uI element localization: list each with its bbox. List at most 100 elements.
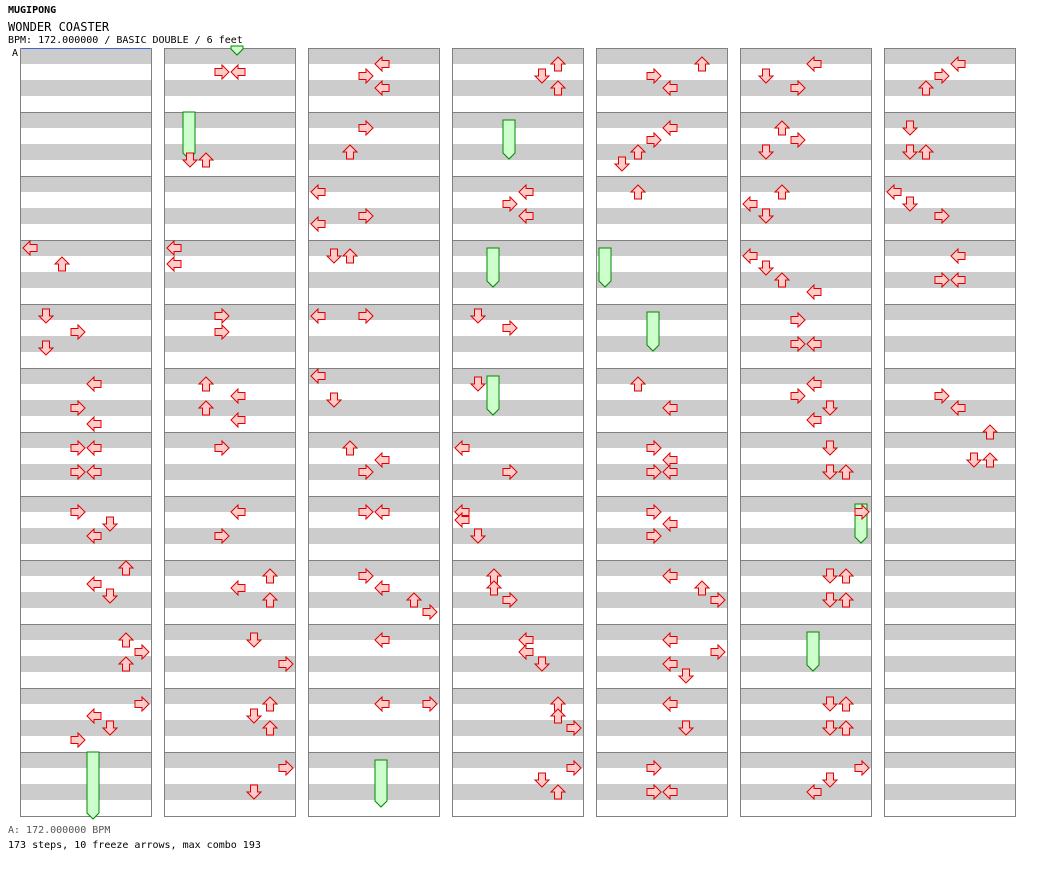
artist-name: MUGIPONG	[8, 5, 57, 16]
beat-stripe	[452, 624, 584, 640]
step-arrow-right	[358, 67, 374, 85]
beat-stripe	[308, 368, 440, 384]
step-arrow-left	[86, 575, 102, 593]
beat-stripe	[164, 688, 296, 704]
beat-stripe	[20, 432, 152, 448]
beat-stripe	[596, 80, 728, 96]
beat-stripe	[884, 80, 1016, 96]
beat-stripe	[20, 272, 152, 288]
beat-stripe	[452, 48, 584, 64]
beat-stripe	[596, 560, 728, 576]
step-arrow-right	[566, 719, 582, 737]
step-arrow-left	[662, 695, 678, 713]
step-arrow-down	[101, 720, 119, 736]
beat-stripe	[452, 240, 584, 256]
step-arrow-up	[405, 592, 423, 608]
step-arrow-up	[917, 144, 935, 160]
beat-stripe	[452, 400, 584, 416]
step-arrow-right	[710, 591, 726, 609]
step-arrow-down	[245, 784, 263, 800]
step-arrow-up	[341, 440, 359, 456]
beat-stripe	[884, 368, 1016, 384]
step-arrow-right	[502, 591, 518, 609]
beat-stripe	[452, 496, 584, 512]
beat-stripe	[884, 272, 1016, 288]
step-arrow-down	[821, 400, 839, 416]
step-arrow-left	[806, 283, 822, 301]
step-arrow-up	[261, 720, 279, 736]
beat-stripe	[452, 688, 584, 704]
step-arrow-left	[950, 247, 966, 265]
beat-stripe	[164, 144, 296, 160]
step-arrow-down	[325, 248, 343, 264]
beat-stripe	[20, 304, 152, 320]
step-arrow-left	[86, 707, 102, 725]
step-arrow-left	[374, 631, 390, 649]
step-arrow-left	[230, 579, 246, 597]
beat-stripe	[20, 112, 152, 128]
beat-stripe	[884, 112, 1016, 128]
beat-stripe	[596, 400, 728, 416]
step-arrow-right	[646, 67, 662, 85]
beat-stripe	[452, 368, 584, 384]
beat-stripe	[740, 528, 872, 544]
beat-stripe	[452, 560, 584, 576]
beat-stripe	[164, 720, 296, 736]
step-arrow-right	[358, 207, 374, 225]
beat-stripe	[452, 272, 584, 288]
beat-stripe	[452, 176, 584, 192]
step-arrow-down	[469, 376, 487, 392]
step-arrow-left	[22, 239, 38, 257]
step-arrow-left	[518, 207, 534, 225]
beat-stripe	[740, 80, 872, 96]
step-arrow-up	[197, 400, 215, 416]
step-arrow-left	[662, 783, 678, 801]
step-arrow-up	[981, 452, 999, 468]
step-arrow-left	[374, 503, 390, 521]
chart-column	[740, 48, 872, 817]
step-arrow-down	[181, 152, 199, 168]
beat-stripe	[308, 784, 440, 800]
freeze-arrow	[806, 631, 820, 672]
step-arrow-up	[837, 592, 855, 608]
beat-stripe	[596, 208, 728, 224]
beat-stripe	[20, 656, 152, 672]
step-arrow-left	[230, 63, 246, 81]
beat-stripe	[20, 336, 152, 352]
step-arrow-up	[837, 696, 855, 712]
step-arrow-down	[469, 528, 487, 544]
beat-stripe	[884, 464, 1016, 480]
step-arrow-up	[341, 248, 359, 264]
beat-stripe	[308, 336, 440, 352]
beat-stripe	[596, 272, 728, 288]
step-arrow-right	[790, 387, 806, 405]
beat-stripe	[164, 528, 296, 544]
step-arrow-right	[214, 323, 230, 341]
step-arrow-left	[518, 643, 534, 661]
step-arrow-up	[341, 144, 359, 160]
step-arrow-up	[261, 696, 279, 712]
step-arrow-right	[710, 643, 726, 661]
step-arrow-right	[358, 119, 374, 137]
step-arrow-left	[742, 195, 758, 213]
step-arrow-up	[549, 80, 567, 96]
step-arrow-down	[533, 772, 551, 788]
beat-stripe	[164, 368, 296, 384]
step-arrow-down	[901, 120, 919, 136]
freeze-arrow	[486, 247, 500, 288]
step-arrow-up	[837, 720, 855, 736]
step-arrow-left	[86, 415, 102, 433]
beat-stripe	[20, 368, 152, 384]
step-arrow-left	[950, 55, 966, 73]
beat-stripe	[308, 80, 440, 96]
beat-stripe	[164, 464, 296, 480]
chart-column	[452, 48, 584, 817]
chart-column	[596, 48, 728, 817]
beat-stripe	[452, 656, 584, 672]
step-arrow-left	[374, 579, 390, 597]
beat-stripe	[452, 432, 584, 448]
beat-stripe	[596, 144, 728, 160]
freeze-arrow	[598, 247, 612, 288]
beat-stripe	[164, 208, 296, 224]
step-arrow-right	[934, 67, 950, 85]
